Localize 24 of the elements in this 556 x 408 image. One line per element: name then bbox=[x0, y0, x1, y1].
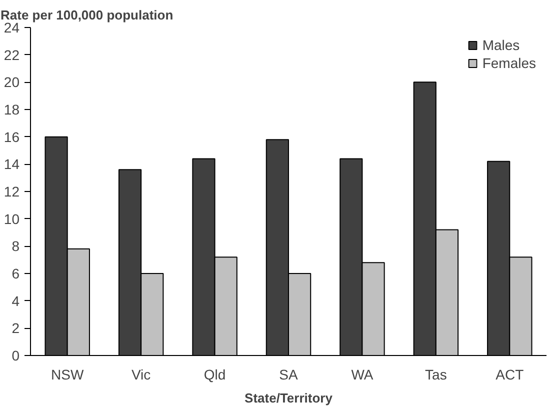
legend-label: Females bbox=[482, 55, 536, 71]
x-tick-label: WA bbox=[351, 366, 374, 382]
legend-label: Males bbox=[482, 37, 520, 53]
y-tick-label: 8 bbox=[12, 238, 20, 254]
y-tick-label: 10 bbox=[4, 210, 20, 227]
y-tick-label: 4 bbox=[12, 292, 20, 309]
y-tick-label: 0 bbox=[12, 348, 20, 364]
y-tick-label: 2 bbox=[12, 320, 20, 336]
y-tick-label: 20 bbox=[4, 74, 20, 90]
y-tick-label: 14 bbox=[4, 156, 20, 172]
chart-title: Rate per 100,000 population bbox=[0, 8, 174, 22]
y-tick-label: 22 bbox=[4, 46, 20, 63]
x-tick-label: Vic bbox=[131, 366, 151, 382]
y-tick-label: 16 bbox=[4, 128, 20, 145]
x-tick-label: Qld bbox=[204, 366, 226, 382]
x-axis-title: State/Territory bbox=[244, 390, 334, 406]
y-tick-label: 6 bbox=[12, 266, 20, 282]
x-tick-label: ACT bbox=[496, 366, 524, 382]
x-tick-label: SA bbox=[279, 366, 298, 382]
y-tick-label: 24 bbox=[4, 20, 20, 36]
y-tick-label: 18 bbox=[4, 102, 20, 118]
x-tick-label: NSW bbox=[51, 366, 84, 382]
x-tick-label: Tas bbox=[425, 366, 447, 382]
y-tick-label: 12 bbox=[4, 184, 20, 200]
